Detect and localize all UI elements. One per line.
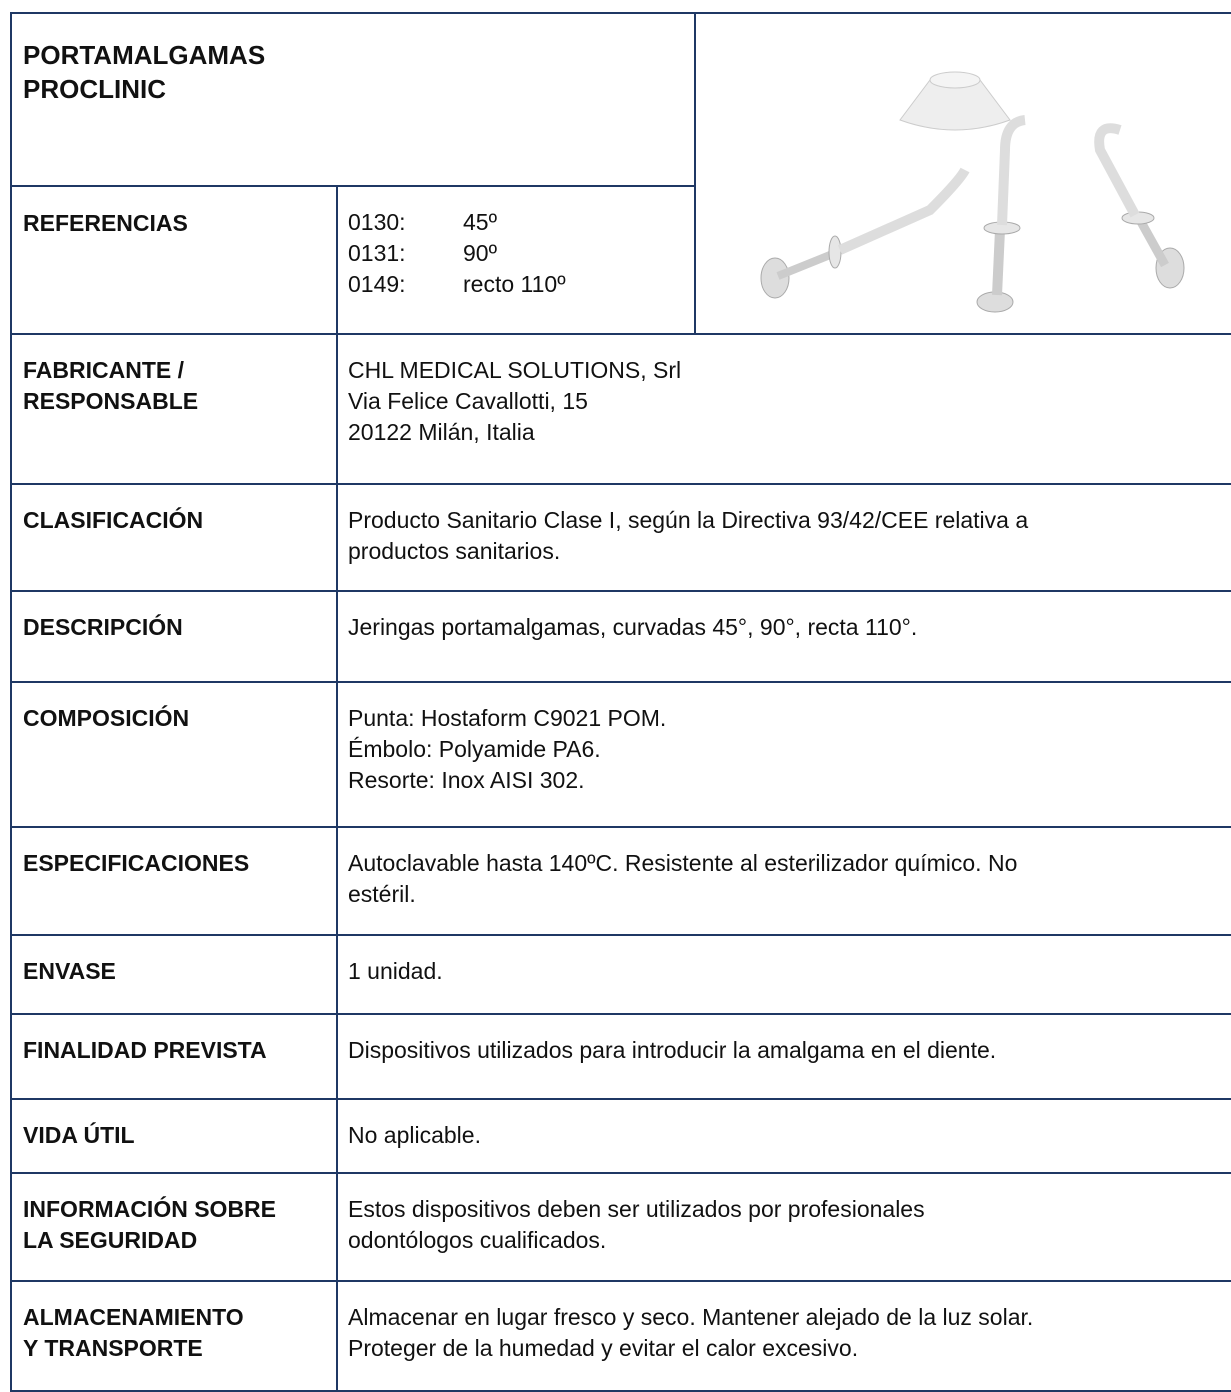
border <box>10 681 1231 683</box>
row-label: FINALIDAD PREVISTA <box>23 1037 267 1063</box>
row-value: No aplicable. <box>348 1122 481 1148</box>
row-value: Producto Sanitario Clase I, según la Dir… <box>348 507 1029 533</box>
border <box>10 1280 1231 1282</box>
row-label: COMPOSICIÓN <box>23 705 190 731</box>
product-image <box>760 71 1185 313</box>
row-label: REFERENCIAS <box>23 210 188 236</box>
border <box>10 590 1231 592</box>
row-label: CLASIFICACIÓN <box>23 507 204 533</box>
reference-desc: 90º <box>463 240 497 266</box>
row-label: FABRICANTE / <box>23 357 184 383</box>
row-value: Émbolo: Polyamide PA6. <box>348 736 601 762</box>
border <box>10 934 1231 936</box>
title: PORTAMALGAMAS <box>23 40 266 70</box>
row-label: ENVASE <box>23 958 116 984</box>
row-label: Y TRANSPORTE <box>23 1335 203 1361</box>
row-value: 1 unidad. <box>348 958 443 984</box>
reference-desc: 45º <box>463 209 497 235</box>
row-value: Dispositivos utilizados para introducir … <box>348 1037 997 1063</box>
row-value: CHL MEDICAL SOLUTIONS, Srl <box>348 357 682 383</box>
reference-desc: recto 110º <box>463 271 566 297</box>
border <box>694 12 696 333</box>
border <box>10 483 1231 485</box>
row-value: Punta: Hostaform C9021 POM. <box>348 705 667 731</box>
row-value: Jeringas portamalgamas, curvadas 45°, 90… <box>348 614 918 640</box>
border <box>10 826 1231 828</box>
title: PROCLINIC <box>23 74 166 104</box>
row-value: Resorte: Inox AISI 302. <box>348 767 585 793</box>
row-value: Proteger de la humedad y evitar el calor… <box>348 1335 859 1361</box>
row-label: DESCRIPCIÓN <box>23 614 183 640</box>
row-label: ESPECIFICACIONES <box>23 850 250 876</box>
row-label: LA SEGURIDAD <box>23 1227 198 1253</box>
border <box>10 333 1231 335</box>
reference-code: 0130: <box>348 209 406 235</box>
border <box>336 185 338 1390</box>
row-value: Estos dispositivos deben ser utilizados … <box>348 1196 925 1222</box>
row-value: estéril. <box>348 881 416 907</box>
border <box>10 12 12 1390</box>
border <box>10 185 696 187</box>
border <box>10 1013 1231 1015</box>
row-label: RESPONSABLE <box>23 388 199 414</box>
row-value: 20122 Milán, Italia <box>348 419 535 445</box>
row-value: Autoclavable hasta 140ºC. Resistente al … <box>348 850 1018 876</box>
row-label: ALMACENAMIENTO <box>23 1304 244 1330</box>
row-label: INFORMACIÓN SOBRE <box>23 1196 276 1222</box>
row-value: productos sanitarios. <box>348 538 561 564</box>
row-label: VIDA ÚTIL <box>23 1122 135 1148</box>
row-value: Via Felice Cavallotti, 15 <box>348 388 588 414</box>
border <box>10 12 1231 14</box>
row-value: Almacenar en lugar fresco y seco. Manten… <box>348 1304 1034 1330</box>
border <box>10 1098 1231 1100</box>
reference-code: 0149: <box>348 271 406 297</box>
border <box>10 1172 1231 1174</box>
row-value: odontólogos cualificados. <box>348 1227 607 1253</box>
reference-code: 0131: <box>348 240 406 266</box>
